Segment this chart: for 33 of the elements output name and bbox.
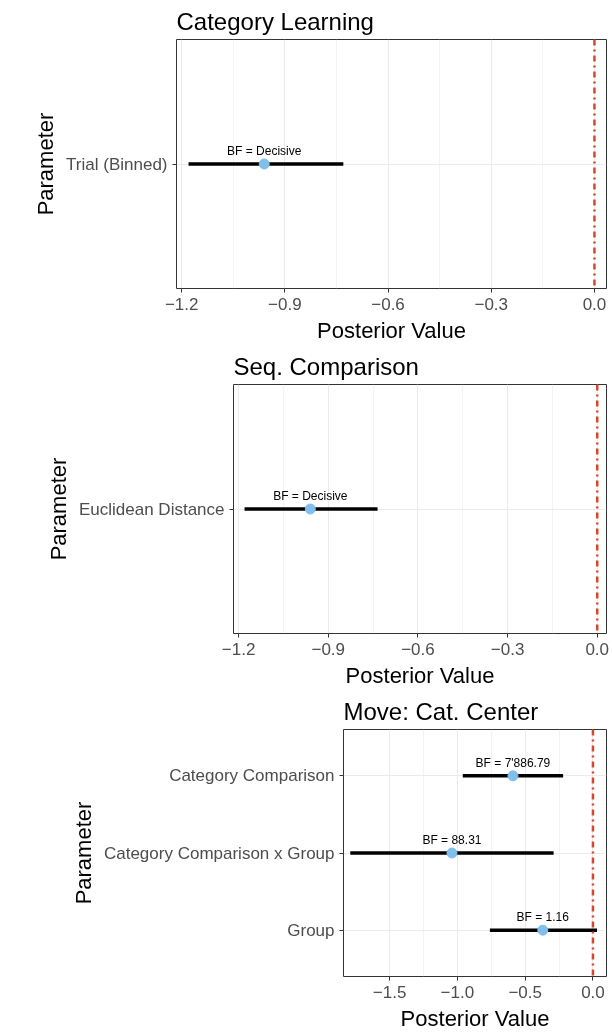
annotation: BF = Decisive: [227, 144, 302, 158]
x-tick-label: 0.0: [581, 982, 605, 1002]
annotation: BF = 7'886.79: [475, 755, 551, 770]
x-axis-title: Posterior Value: [345, 662, 495, 688]
y-axis-title: Parameter: [70, 801, 96, 905]
x-tick-label: −0.3: [490, 639, 525, 659]
y-tick-label: Group: [287, 920, 335, 940]
x-tick-label: −1.0: [440, 982, 475, 1002]
x-tick-label: −0.9: [311, 639, 346, 659]
y-tick-label: Trial (Binned): [66, 154, 168, 174]
x-axis-title: Posterior Value: [400, 1005, 550, 1031]
y-tick-label: Euclidean Distance: [78, 499, 225, 519]
y-axis-title: Parameter: [33, 112, 59, 216]
chart-title: Move: Cat. Center: [343, 697, 539, 725]
x-tick-label: −1.5: [372, 982, 407, 1002]
x-tick-label: −1.2: [221, 639, 256, 659]
annotation: BF = 1.16: [516, 910, 570, 925]
y-axis-title: Parameter: [45, 457, 71, 561]
x-tick-label: −0.3: [474, 294, 509, 314]
chart-title: Seq. Comparison: [233, 352, 419, 380]
x-axis-title: Posterior Value: [317, 317, 466, 343]
x-tick-label: 0.0: [582, 294, 607, 314]
y-tick-label: Category Comparison: [169, 766, 335, 786]
y-tick-label: Category Comparison x Group: [103, 843, 335, 863]
annotation: BF = 88.31: [422, 833, 482, 847]
annotation: BF = Decisive: [273, 489, 348, 503]
x-tick-label: 0.0: [585, 639, 610, 659]
x-tick-label: −0.5: [508, 982, 542, 1002]
x-tick-label: −0.9: [268, 294, 302, 314]
x-tick-label: −0.6: [371, 294, 405, 314]
x-tick-label: −0.6: [401, 639, 435, 659]
x-tick-label: −1.2: [164, 294, 199, 314]
chart-title: Category Learning: [176, 7, 374, 35]
